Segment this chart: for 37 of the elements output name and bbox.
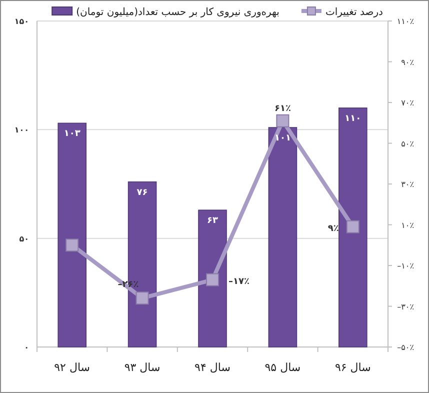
data-label: ۷۶ bbox=[136, 188, 148, 198]
bar bbox=[268, 127, 298, 348]
data-label: ۹٪ bbox=[328, 224, 339, 234]
x-tick-label: سال ۹۶ bbox=[334, 361, 371, 374]
x-tick-label: سال ۹۵ bbox=[264, 361, 301, 374]
y2-tick-label: ۱۱۰٪ bbox=[396, 17, 414, 26]
bar bbox=[198, 210, 227, 348]
point bbox=[346, 220, 360, 234]
point bbox=[276, 114, 290, 128]
y2-tick-label: ۳۰٪ bbox=[401, 180, 414, 189]
y-tick-label: ۱۰۰ bbox=[14, 126, 29, 135]
x-tick-label: سال ۹۳ bbox=[124, 361, 160, 374]
y-tick-label: ۱۵۰ bbox=[14, 17, 29, 26]
legend-label: درصد تغییرات bbox=[325, 7, 383, 18]
data-label: –۱۷٪ bbox=[228, 276, 250, 287]
point bbox=[206, 273, 219, 286]
bar bbox=[58, 122, 86, 348]
y-tick-label: ۵۰ bbox=[19, 234, 29, 244]
bar bbox=[338, 108, 368, 348]
data-label: ۶۳ bbox=[207, 216, 218, 226]
point bbox=[66, 238, 79, 252]
point bbox=[136, 292, 149, 305]
data-label: ۶۱٪ bbox=[274, 104, 291, 114]
y2-tick-label: –۳۰٪ bbox=[397, 302, 414, 312]
y2-tick-label: –۱۰٪ bbox=[397, 262, 414, 270]
data-label: ۱۱۰ bbox=[344, 114, 362, 124]
y2-tick-label: ۵۰٪ bbox=[401, 139, 414, 148]
y-tick-label: ۰ bbox=[24, 343, 29, 352]
x-tick-label: سال ۹۴ bbox=[194, 361, 230, 374]
data-label: ۱۰۱ bbox=[274, 133, 291, 144]
y2-tick-label: ۱۰٪ bbox=[401, 220, 414, 230]
x-tick-label: سال ۹۲ bbox=[54, 361, 90, 374]
legend-label: بهره‌وری نیروی کار بر حسب تعداد(میلیون تومان) bbox=[76, 7, 280, 18]
y2-tick-label: ۹۰٪ bbox=[401, 58, 414, 67]
y2-tick-label: ۷۰٪ bbox=[401, 98, 414, 108]
y2-tick-label: –۵۰٪ bbox=[397, 343, 414, 352]
data-label: ۱۰۳ bbox=[64, 129, 81, 140]
